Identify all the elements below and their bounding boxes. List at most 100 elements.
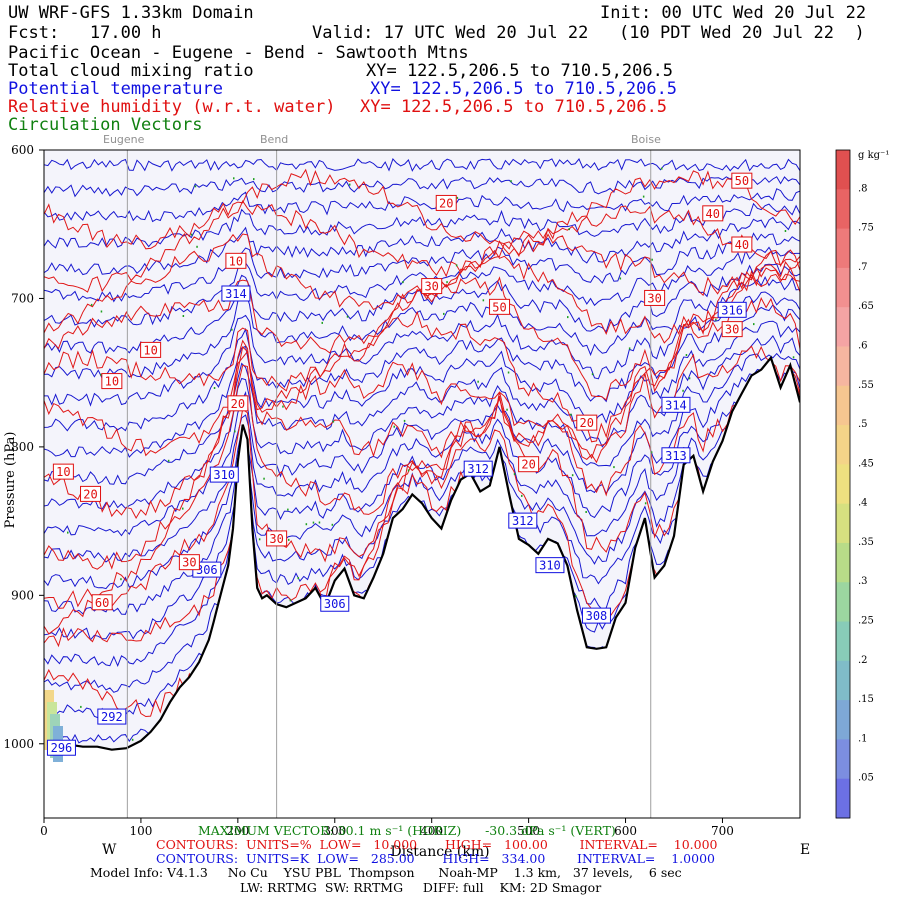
model-info-physics: LW: RRTMG SW: RRTMG DIFF: full KM: 2D Sm… (240, 880, 602, 895)
colorbar: .8 .75 .7 .65 .6 .55 .5 .45 .4 .35 .3 .25 .2 .15 .1 .05 (835, 149, 874, 819)
circulation-vector (506, 408, 508, 411)
circulation-vector (446, 281, 448, 284)
rh-label-box (731, 172, 753, 189)
valid-time: Valid: 17 UTC Wed 20 Jul 22 (10 PDT Wed … (312, 23, 865, 43)
circulation-vector (455, 264, 458, 267)
theta-contour-line (44, 352, 800, 510)
circulation-vector (190, 233, 193, 236)
location-label-bend: Bend (260, 133, 289, 146)
circulation-vector (131, 738, 134, 741)
axes: 0 100 200 300 400 500 600 700 600 700 800 900 1000 (3, 143, 733, 838)
theta-label-box (46, 739, 76, 756)
colorbar-segment (836, 346, 850, 387)
circulation-vector (332, 420, 335, 423)
circulation-vector (482, 299, 485, 302)
x-tick-label: 300 (323, 824, 346, 838)
circulation-vector (305, 523, 308, 526)
x-axis-title: Distance (km) (390, 844, 489, 860)
circulation-vector (403, 419, 406, 422)
circulation-vector (570, 413, 572, 416)
colorbar-tick-label: .2 (858, 655, 868, 666)
x-tick-label: 600 (614, 824, 637, 838)
y-axis-title: Pressure (hPa) (3, 432, 18, 529)
circulation-vector (784, 230, 787, 232)
circulation-vector (67, 531, 69, 534)
circulation-vector (585, 511, 587, 513)
rh-label: 30 (182, 556, 196, 570)
field-cloud-mixing: Total cloud mixing ratio (8, 61, 254, 81)
circulation-vector (120, 578, 122, 581)
circulation-vector (510, 180, 512, 183)
theta-label: 306 (324, 597, 346, 611)
colorbar-tick-label: .15 (858, 694, 874, 705)
colorbar-segment (836, 739, 850, 780)
circulation-vector (318, 521, 321, 524)
rh-label: 10 (105, 375, 119, 389)
field-cloud-mixing-xy: XY= 122.5,206.5 to 710.5,206.5 (366, 61, 674, 81)
rh-contour-line (44, 375, 800, 635)
colorbar-tick-label: .3 (858, 576, 868, 587)
theta-contour-line (44, 232, 800, 303)
rh-label-box (421, 278, 443, 295)
theta-contour-line (44, 423, 800, 641)
theta-label: 312 (512, 514, 534, 528)
circulation-vector (456, 196, 459, 199)
x-tick-label: 700 (711, 824, 734, 838)
circulation-vector (628, 347, 631, 350)
circulation-vector (443, 312, 445, 315)
theta-label: 292 (101, 710, 123, 724)
theta-label-box (661, 447, 691, 464)
rh-label-box (101, 373, 123, 390)
colorbar-tick-label: .7 (858, 262, 868, 273)
rh-label-box (140, 341, 162, 358)
circulation-vector (753, 323, 755, 326)
circulation-vector (196, 245, 198, 248)
colorbar-unit: g kg⁻¹ (858, 150, 889, 161)
colorbar-tick-label: .65 (858, 301, 874, 312)
circulation-vector (100, 373, 102, 376)
x-left-label: W (102, 842, 117, 858)
circulation-vector (349, 183, 351, 186)
circulation-vector (289, 599, 292, 602)
circulation-vector (644, 502, 647, 505)
x-tick-label: 100 (129, 824, 152, 838)
circulation-vector (393, 425, 395, 428)
circulation-vector (715, 318, 717, 321)
rh-label: 30 (424, 280, 438, 294)
theta-contour-line (44, 263, 800, 355)
circulation-vector (513, 473, 516, 476)
y-tick-label: 900 (11, 588, 34, 602)
colorbar-segment (836, 660, 850, 701)
rh-label-box (435, 194, 457, 211)
circulation-vector (792, 356, 795, 359)
rh-label-box (227, 395, 249, 412)
theta-label-box (221, 285, 251, 302)
colorbar-segment (836, 150, 850, 190)
x-tick-label: 500 (517, 824, 540, 838)
rh-label: 10 (229, 254, 243, 268)
plot-frame (43, 149, 801, 819)
colorbar-segment (836, 228, 850, 269)
field-circulation: Circulation Vectors (8, 115, 203, 135)
circulation-vector (575, 595, 577, 598)
circulation-vector (233, 177, 235, 180)
theta-label-box (320, 595, 350, 612)
circulation-vector (231, 328, 233, 331)
circulation-vector (263, 477, 265, 480)
colorbar-segment (836, 267, 850, 308)
rh-label-box (731, 236, 753, 253)
rh-label: 40 (735, 238, 749, 252)
terrain-fill (44, 357, 800, 818)
rh-contour-line (44, 200, 800, 293)
theta-label: 310 (213, 468, 235, 482)
y-tick-label: 600 (11, 143, 34, 157)
circulation-vector (521, 494, 523, 497)
circulation-vector (100, 310, 103, 313)
colorbar-segment (836, 542, 850, 583)
circulation-vector (477, 380, 479, 383)
circulation-vector (346, 315, 349, 318)
circulation-vector (619, 277, 622, 280)
location-lines (126, 150, 652, 818)
rh-label-box (178, 554, 200, 571)
